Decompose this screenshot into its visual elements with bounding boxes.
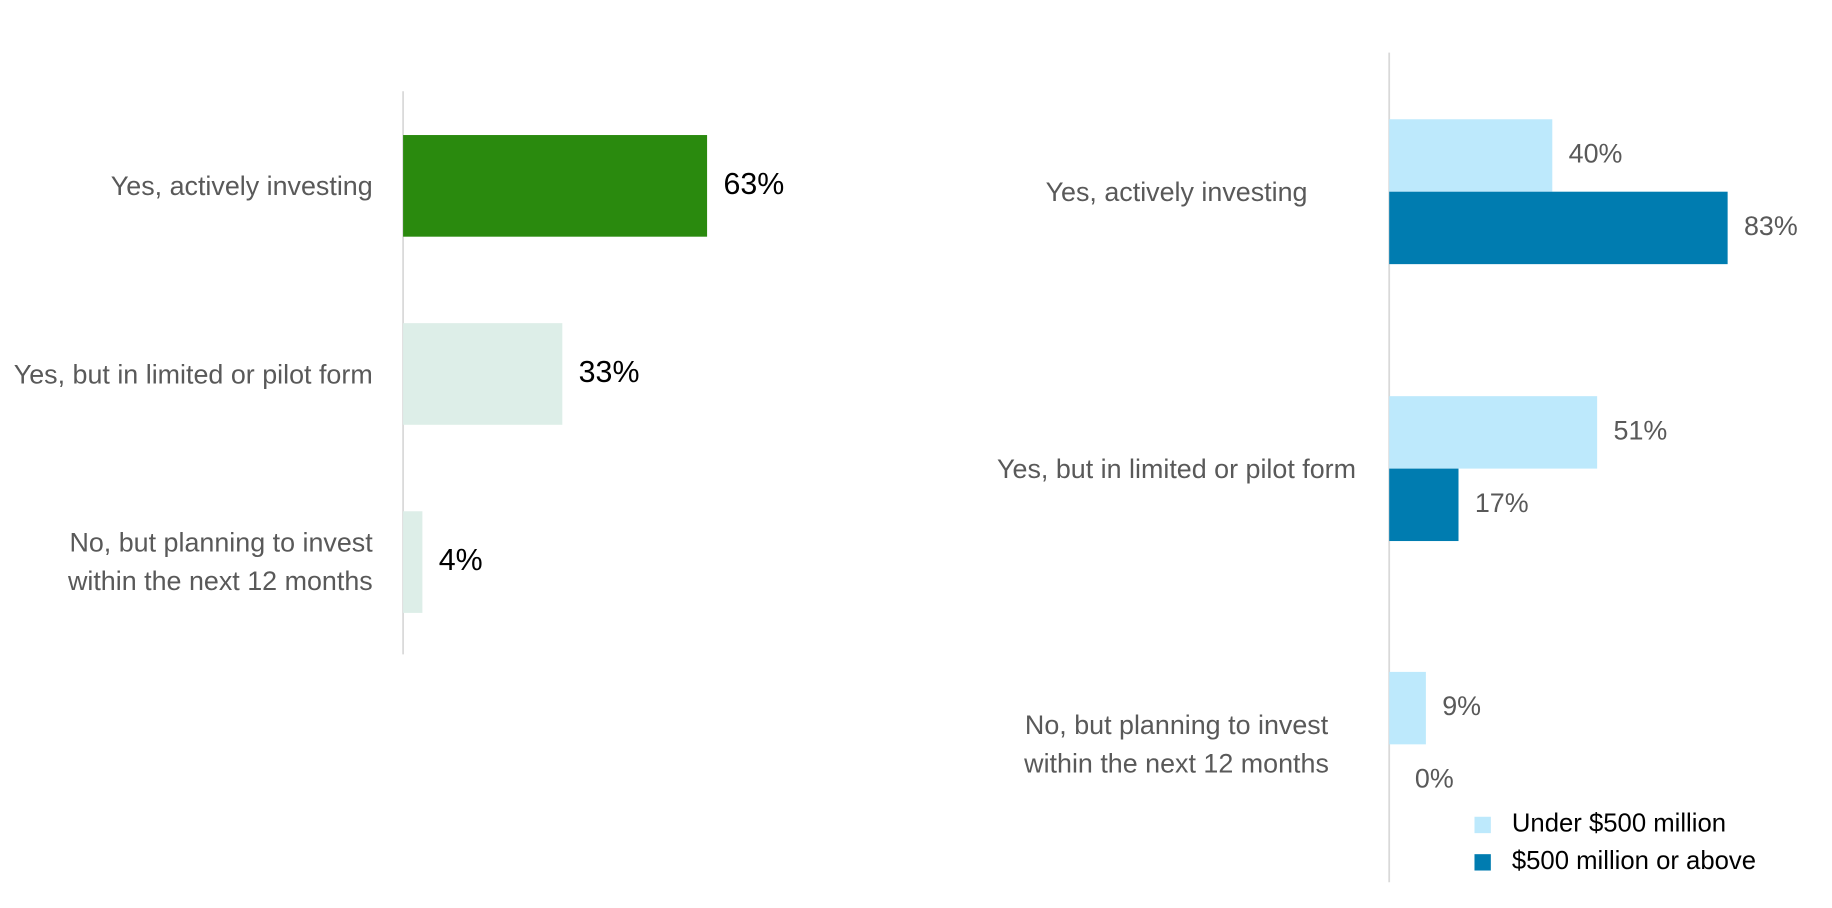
- bar: [403, 511, 423, 613]
- bar: [1389, 119, 1553, 192]
- value-label: 4%: [439, 544, 483, 577]
- category-label: Yes, but in limited or pilot form: [13, 358, 373, 389]
- value-label: 51%: [1614, 415, 1668, 445]
- bar: [1389, 396, 1598, 469]
- category-label-box: Yes, actively investing: [1045, 175, 1308, 207]
- value-label: 33%: [579, 356, 640, 389]
- value-label: 0%: [1415, 764, 1454, 794]
- bar: [1389, 468, 1459, 542]
- bar: [1389, 671, 1426, 745]
- value-label: 9%: [1442, 691, 1481, 721]
- category-label-box: Yes, but in limited or pilot form: [997, 452, 1357, 484]
- bar: [1389, 191, 1728, 265]
- bar: [403, 323, 563, 425]
- bar: [403, 135, 708, 237]
- category-label-box: No, but planning to invest within the ne…: [1024, 709, 1329, 779]
- category-label-box: Yes, actively investing: [110, 170, 373, 201]
- legend-label: $500 million or above: [1512, 847, 1756, 875]
- value-label: 40%: [1569, 139, 1623, 169]
- category-label: No, but planning to invest within the ne…: [1024, 709, 1329, 779]
- legend-swatch: [1474, 816, 1491, 834]
- category-label: Yes, actively investing: [110, 170, 373, 201]
- value-label: 17%: [1475, 488, 1529, 518]
- category-label-box: No, but planning to invest within the ne…: [67, 527, 373, 596]
- category-label-box: Yes, but in limited or pilot form: [13, 358, 373, 389]
- value-label: 83%: [1744, 211, 1798, 241]
- legend-label: Under $500 million: [1512, 810, 1726, 838]
- value-label: 63%: [723, 168, 784, 201]
- category-label: Yes, actively investing: [1045, 175, 1308, 207]
- category-label: Yes, but in limited or pilot form: [997, 452, 1357, 484]
- legend-swatch: [1474, 854, 1491, 871]
- category-label: No, but planning to invest within the ne…: [67, 527, 373, 596]
